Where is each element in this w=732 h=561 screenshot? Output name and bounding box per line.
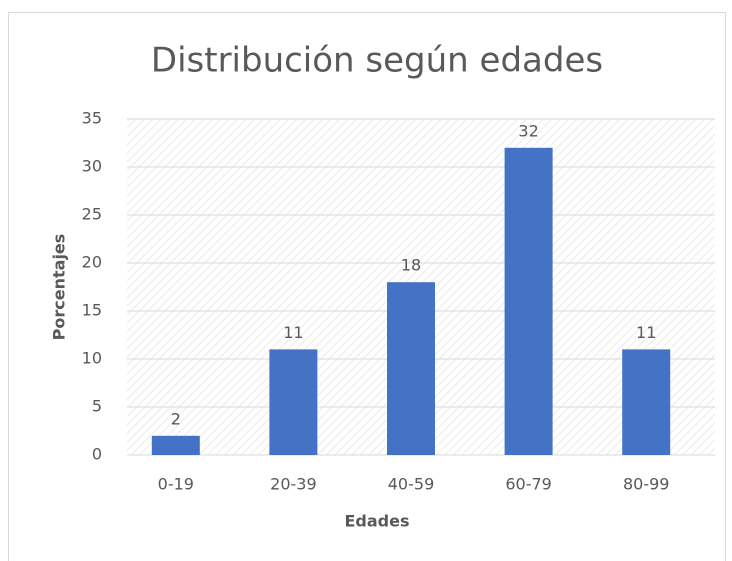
data-label: 32 <box>518 121 538 140</box>
chart-title: Distribución según edades <box>151 41 603 81</box>
bar <box>387 282 435 455</box>
y-tick-label: 10 <box>82 349 102 368</box>
y-tick-label: 0 <box>92 445 102 464</box>
y-axis-label: Porcentajes <box>50 234 69 341</box>
data-label: 2 <box>171 409 181 428</box>
y-tick-label: 30 <box>82 157 102 176</box>
data-label: 11 <box>283 323 303 342</box>
x-axis-label: Edades <box>344 512 409 531</box>
y-tick-label: 20 <box>82 253 102 272</box>
y-tick-label: 25 <box>82 205 102 224</box>
bar <box>622 349 671 455</box>
x-tick-label: 20-39 <box>270 475 317 494</box>
bar <box>504 147 553 456</box>
y-tick-label: 5 <box>92 397 102 416</box>
x-tick-label: 40-59 <box>388 475 435 494</box>
y-tick-label: 35 <box>82 109 102 128</box>
x-tick-label: 0-19 <box>158 475 194 494</box>
bar <box>151 435 200 455</box>
x-tick-label: 60-79 <box>505 475 552 494</box>
y-tick-label: 15 <box>82 301 102 320</box>
data-label: 11 <box>636 323 656 342</box>
x-tick-label: 80-99 <box>623 475 670 494</box>
data-label: 18 <box>401 256 421 275</box>
bar <box>269 349 318 455</box>
